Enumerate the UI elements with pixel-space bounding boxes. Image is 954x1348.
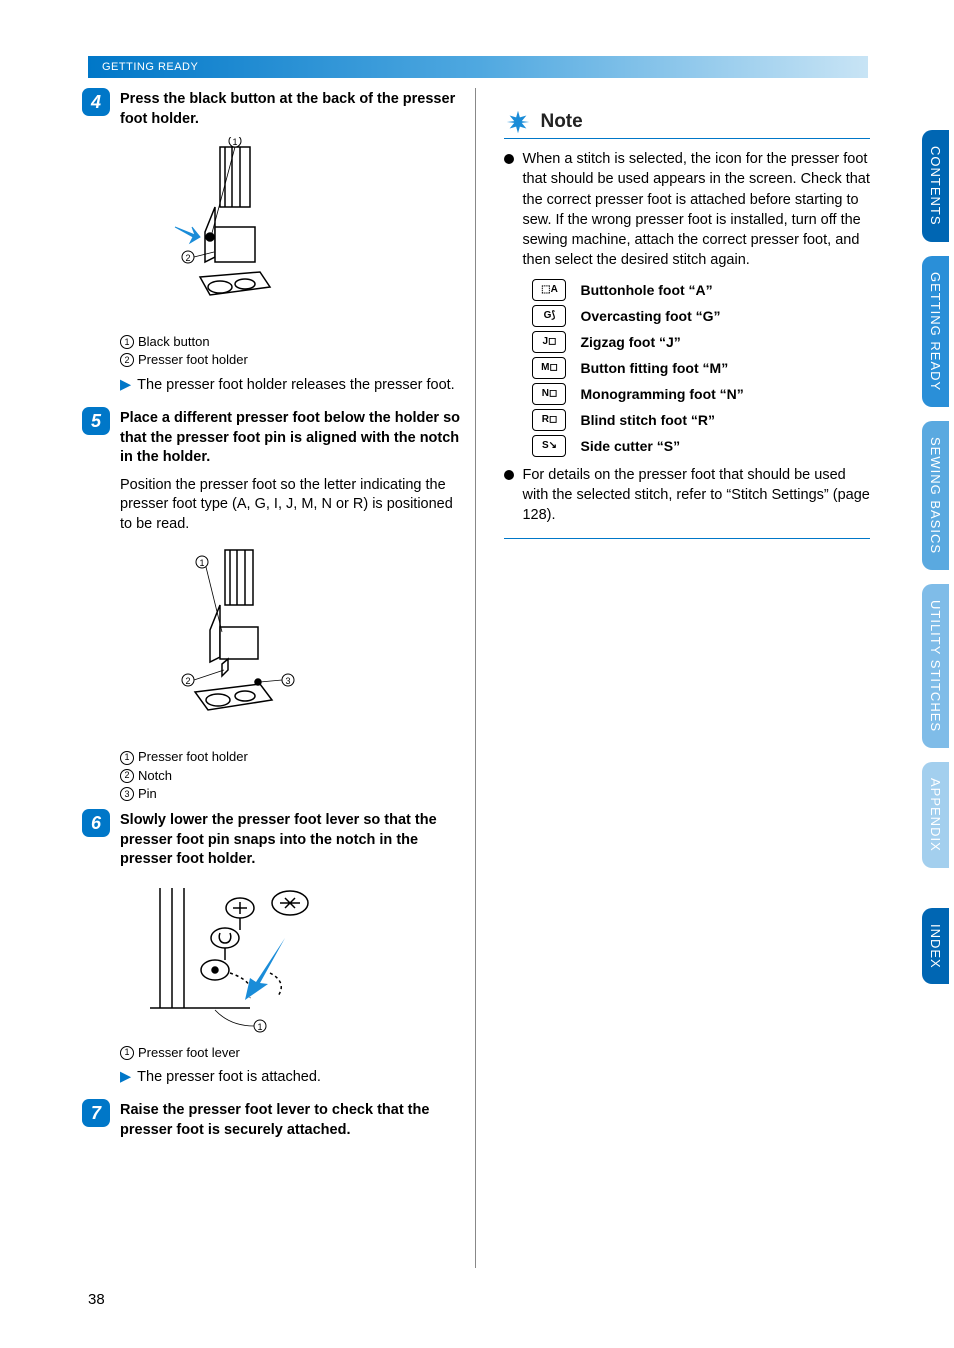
step-5: 5 Place a different presser foot below t… xyxy=(82,407,461,468)
figure-step-5: 1 2 3 xyxy=(120,542,340,742)
presser-foot-table: ⬚AButtonhole foot “A” G⟆Overcasting foot… xyxy=(532,279,870,457)
step-number: 5 xyxy=(82,407,110,435)
foot-icon-n: N◻ xyxy=(532,383,566,405)
callouts-6: 1Presser foot lever xyxy=(120,1044,461,1062)
svg-text:1: 1 xyxy=(232,137,237,147)
page-number: 38 xyxy=(88,1291,105,1308)
callouts-4: 1Black button 2Presser foot holder xyxy=(120,333,461,369)
triangle-icon: ▶ xyxy=(120,1068,131,1088)
note-item-2: For details on the presser foot that sho… xyxy=(504,465,870,526)
note-item-1: When a stitch is selected, the icon for … xyxy=(504,149,870,271)
figure-step-4: 1 2 xyxy=(120,137,340,327)
table-row: M◻Button fitting foot “M” xyxy=(532,357,870,379)
step-heading: Place a different presser foot below the… xyxy=(120,407,461,468)
svg-text:2: 2 xyxy=(185,676,190,686)
svg-text:2: 2 xyxy=(185,253,190,263)
foot-icon-m: M◻ xyxy=(532,357,566,379)
svg-text:3: 3 xyxy=(285,676,290,686)
callouts-5: 1Presser foot holder 2Notch 3Pin xyxy=(120,748,461,803)
column-divider xyxy=(475,88,476,1268)
bullet-icon xyxy=(504,154,514,164)
foot-icon-s: S↘ xyxy=(532,435,566,457)
tab-index[interactable]: INDEX xyxy=(922,908,949,985)
step-heading: Press the black button at the back of th… xyxy=(120,88,461,129)
note-box: Note When a stitch is selected, the icon… xyxy=(504,108,870,539)
result-6: ▶ The presser foot is attached. xyxy=(120,1068,461,1088)
step-7: 7 Raise the presser foot lever to check … xyxy=(82,1099,461,1140)
triangle-icon: ▶ xyxy=(120,376,131,396)
table-row: ⬚AButtonhole foot “A” xyxy=(532,279,870,301)
foot-icon-a: ⬚A xyxy=(532,279,566,301)
table-row: N◻Monogramming foot “N” xyxy=(532,383,870,405)
side-tabs: CONTENTS GETTING READY SEWING BASICS UTI… xyxy=(922,130,954,998)
right-column: Note When a stitch is selected, the icon… xyxy=(480,88,870,1268)
step-5-body: Position the presser foot so the letter … xyxy=(120,476,461,535)
note-icon xyxy=(504,108,532,136)
step-4: 4 Press the black button at the back of … xyxy=(82,88,461,129)
tab-utility-stitches[interactable]: UTILITY STITCHES xyxy=(922,584,949,748)
main-content: 4 Press the black button at the back of … xyxy=(82,88,870,1268)
step-heading: Raise the presser foot lever to check th… xyxy=(120,1099,461,1140)
section-header: GETTING READY xyxy=(88,56,868,78)
tab-contents[interactable]: CONTENTS xyxy=(922,130,949,242)
tab-sewing-basics[interactable]: SEWING BASICS xyxy=(922,421,949,570)
tab-getting-ready[interactable]: GETTING READY xyxy=(922,256,949,407)
figure-step-6: 1 xyxy=(120,878,340,1038)
note-header: Note xyxy=(504,108,870,139)
table-row: G⟆Overcasting foot “G” xyxy=(532,305,870,327)
svg-text:1: 1 xyxy=(257,1022,262,1032)
step-number: 6 xyxy=(82,809,110,837)
table-row: R◻Blind stitch foot “R” xyxy=(532,409,870,431)
foot-icon-r: R◻ xyxy=(532,409,566,431)
note-title: Note xyxy=(540,111,582,133)
step-6: 6 Slowly lower the presser foot lever so… xyxy=(82,809,461,870)
table-row: S↘Side cutter “S” xyxy=(532,435,870,457)
step-number: 7 xyxy=(82,1099,110,1127)
foot-icon-g: G⟆ xyxy=(532,305,566,327)
step-number: 4 xyxy=(82,88,110,116)
svg-text:1: 1 xyxy=(199,558,204,568)
bullet-icon xyxy=(504,470,514,480)
tab-appendix[interactable]: APPENDIX xyxy=(922,762,949,868)
table-row: J◻Zigzag foot “J” xyxy=(532,331,870,353)
foot-icon-j: J◻ xyxy=(532,331,566,353)
step-heading: Slowly lower the presser foot lever so t… xyxy=(120,809,461,870)
left-column: 4 Press the black button at the back of … xyxy=(82,88,471,1268)
result-4: ▶ The presser foot holder releases the p… xyxy=(120,376,461,396)
